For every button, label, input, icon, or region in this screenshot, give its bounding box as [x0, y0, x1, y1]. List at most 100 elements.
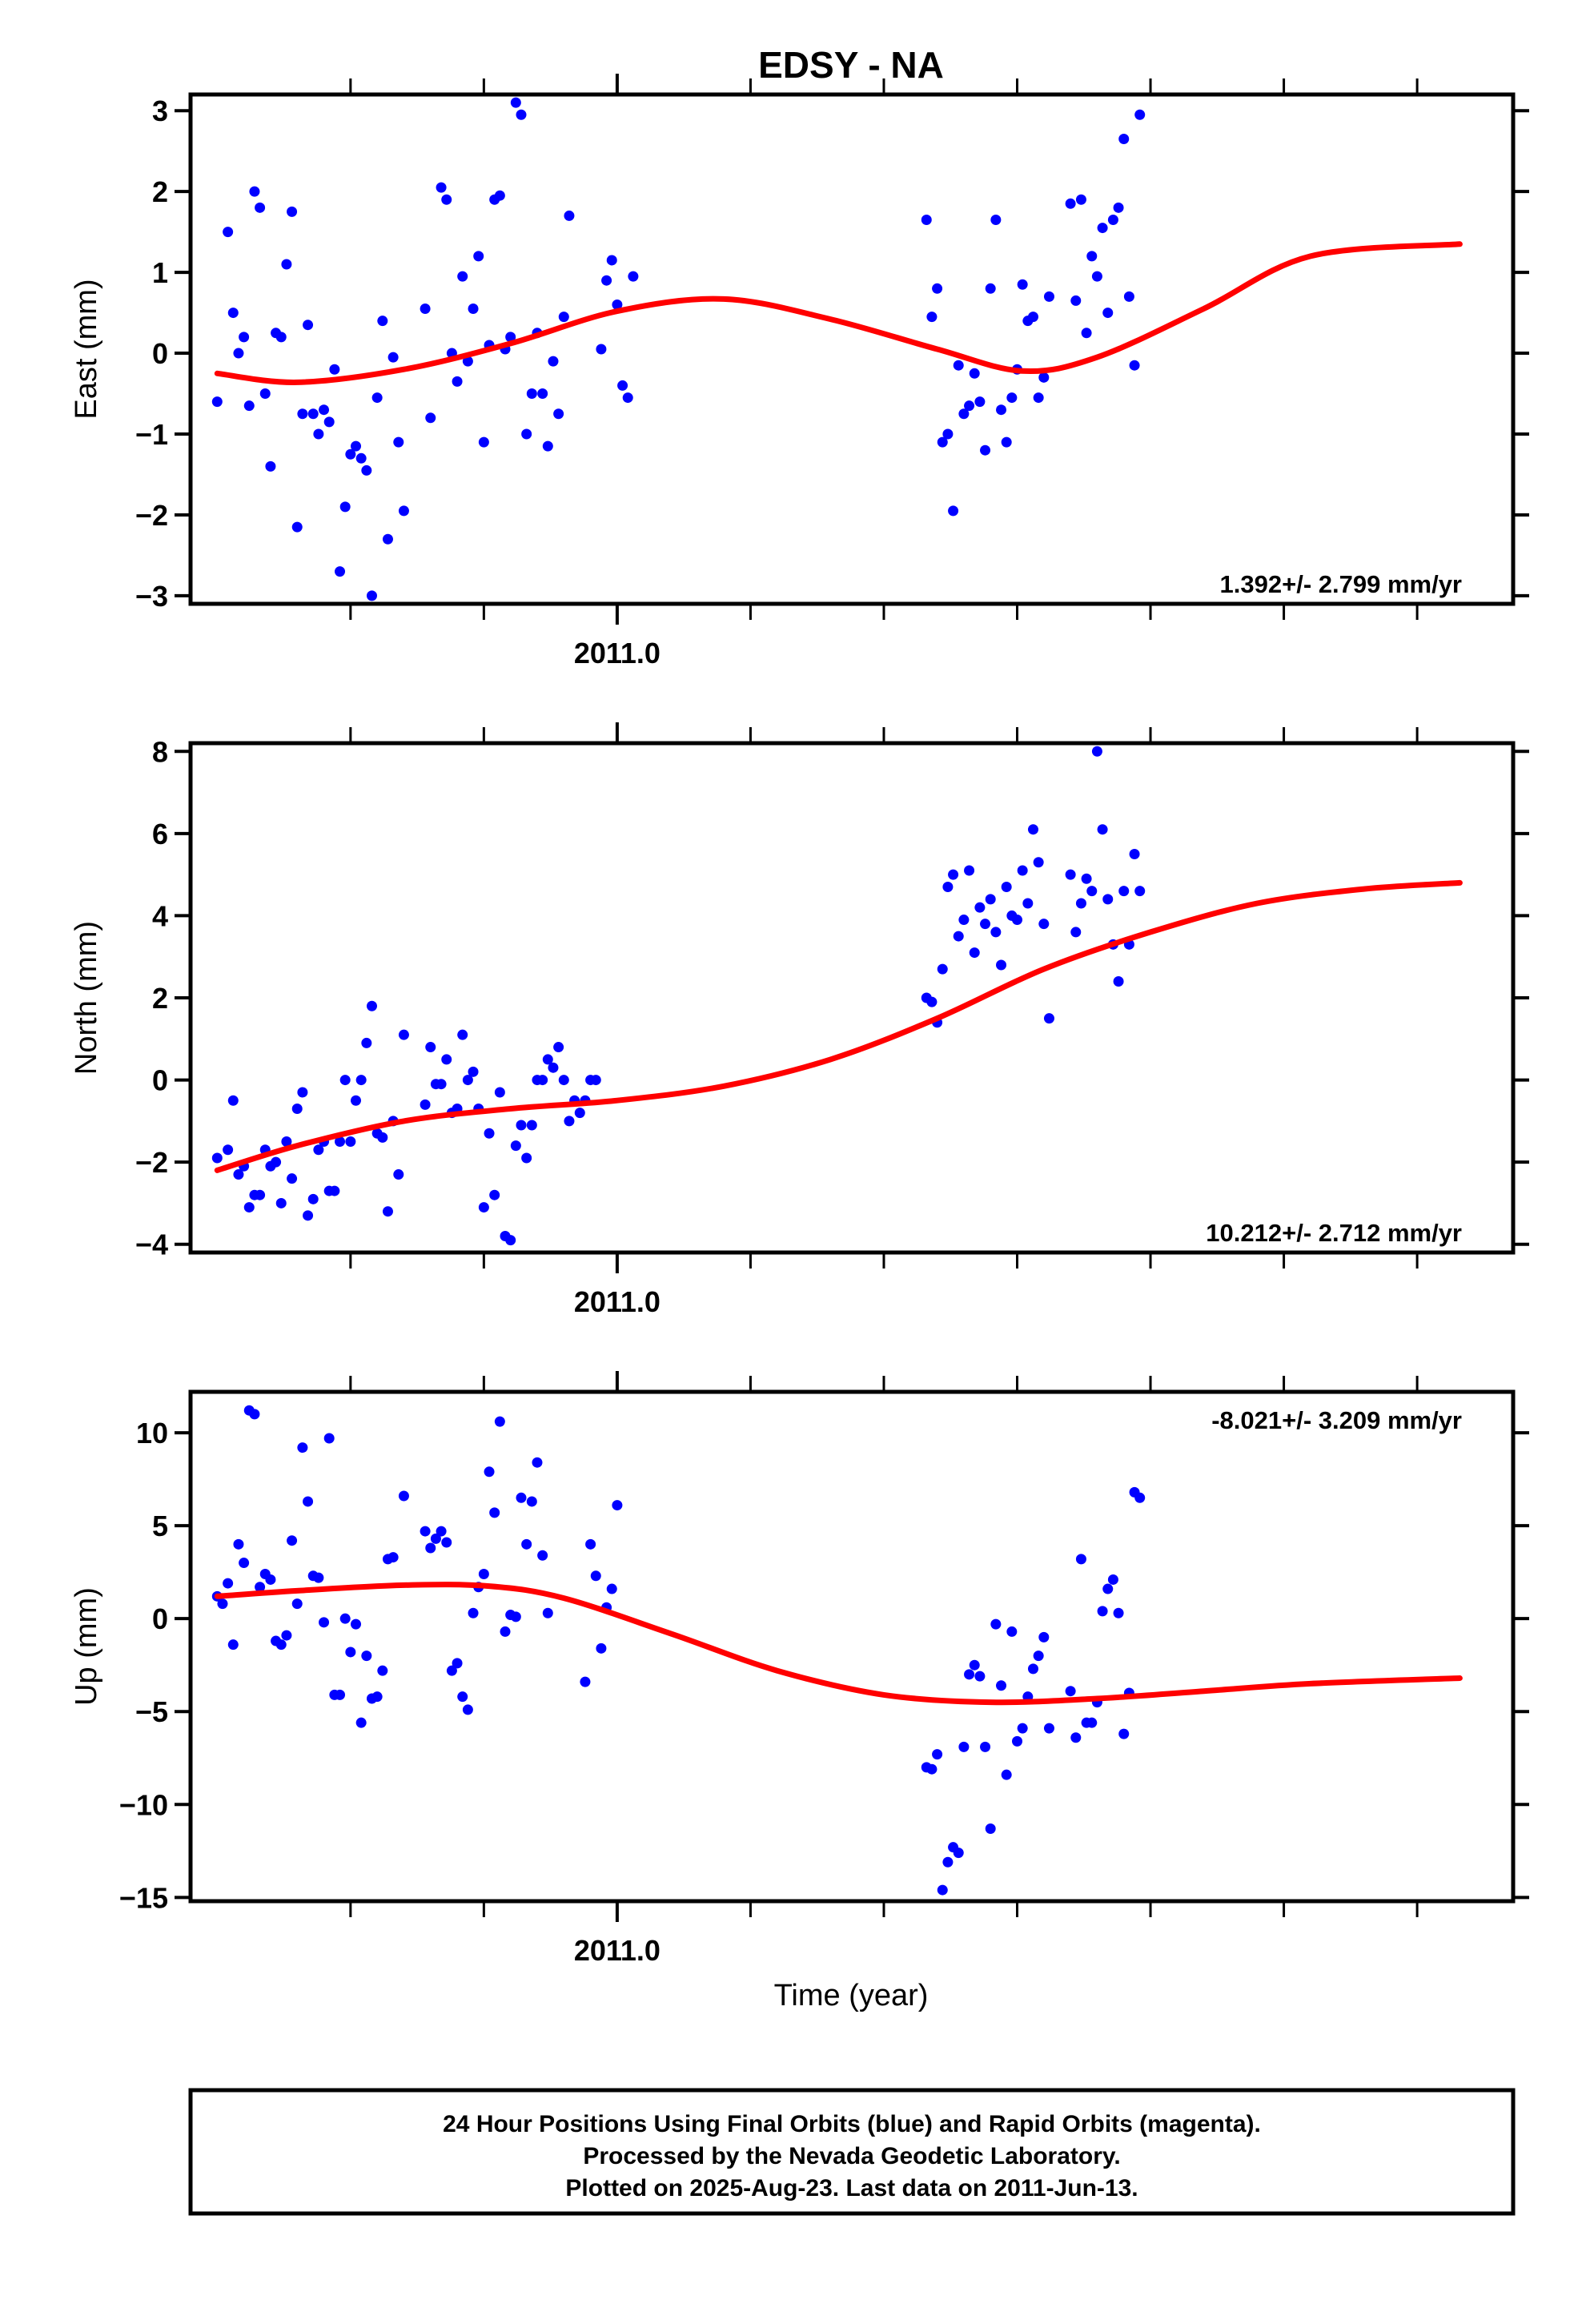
up-data-point [339, 1613, 351, 1624]
east-data-point [255, 202, 266, 213]
east-data-point [1070, 295, 1082, 306]
east-data-point [510, 97, 521, 108]
east-data-point [233, 348, 244, 359]
up-data-point [233, 1538, 244, 1550]
up-data-point [510, 1611, 521, 1622]
east-y-tick-label: 2 [152, 175, 168, 208]
up-data-point [313, 1572, 324, 1583]
up-data-point [303, 1496, 314, 1507]
north-data-point [990, 927, 1002, 938]
north-data-point [441, 1054, 452, 1065]
north-y-tick-label: 6 [152, 818, 168, 850]
east-data-point [335, 566, 346, 577]
east-data-point [601, 275, 612, 286]
east-data-point [313, 428, 324, 440]
east-data-point [227, 308, 239, 319]
up-data-point [953, 1848, 964, 1859]
north-data-point [516, 1120, 527, 1131]
up-data-point [275, 1639, 287, 1651]
up-data-point [526, 1496, 537, 1507]
east-x-tick-label: 2011.0 [574, 637, 661, 669]
east-data-point [606, 255, 617, 266]
north-data-point [361, 1037, 372, 1048]
east-y-axis-label: East (mm) [70, 279, 103, 419]
up-data-point [227, 1639, 239, 1651]
east-data-point [1086, 251, 1098, 262]
north-data-point [478, 1202, 489, 1213]
up-data-point [1001, 1769, 1012, 1780]
east-data-point [291, 521, 303, 533]
up-data-point [446, 1665, 457, 1676]
east-data-point [351, 440, 361, 452]
east-data-point [425, 412, 436, 424]
north-data-point [1102, 894, 1114, 905]
north-data-point [335, 1136, 346, 1148]
east-data-point [462, 356, 473, 367]
north-data-point [351, 1095, 361, 1106]
north-data-point [1097, 824, 1108, 835]
up-data-point [297, 1442, 308, 1454]
east-data-point [937, 436, 948, 448]
east-data-point [953, 360, 964, 371]
east-data-point [345, 448, 356, 460]
east-data-point [990, 214, 1002, 225]
east-data-point [526, 388, 537, 400]
up-data-point [1097, 1606, 1108, 1617]
east-data-point [1129, 360, 1140, 371]
north-data-point [223, 1144, 234, 1156]
east-y-tick-label: −3 [135, 580, 168, 613]
east-data-point [478, 436, 489, 448]
north-data-point [553, 1042, 564, 1053]
east-data-point [974, 396, 986, 408]
north-data-point [937, 963, 948, 975]
north-data-point [494, 1087, 505, 1098]
up-data-point [249, 1409, 260, 1420]
up-data-point [478, 1568, 489, 1579]
up-data-point [537, 1550, 548, 1561]
north-data-point [313, 1144, 324, 1156]
north-data-point [233, 1169, 244, 1180]
north-y-tick-label: −2 [135, 1146, 168, 1179]
up-data-point [265, 1574, 276, 1585]
north-y-tick-label: −4 [135, 1228, 168, 1261]
up-data-point [1102, 1583, 1114, 1594]
east-data-point [329, 364, 340, 375]
north-data-point [537, 1075, 548, 1086]
east-data-point [628, 271, 639, 282]
north-data-point [489, 1189, 500, 1200]
up-y-tick-label: 10 [136, 1417, 168, 1449]
up-data-point [1070, 1732, 1082, 1743]
up-data-point [420, 1526, 431, 1537]
east-data-point [420, 304, 431, 315]
up-data-point [937, 1884, 948, 1896]
north-data-point [1113, 975, 1124, 987]
east-data-point [969, 368, 980, 379]
up-data-point [926, 1763, 938, 1775]
east-data-point [942, 428, 954, 440]
east-data-point [996, 404, 1007, 416]
up-data-point [964, 1669, 975, 1680]
up-data-point [287, 1535, 298, 1546]
east-y-tick-label: 3 [152, 94, 168, 127]
east-data-point [436, 182, 447, 193]
up-data-point [585, 1538, 596, 1550]
up-y-tick-label: −5 [135, 1695, 168, 1728]
north-data-point [558, 1075, 569, 1086]
north-data-point [382, 1206, 393, 1217]
north-data-point [1134, 886, 1146, 897]
east-data-point [537, 388, 548, 400]
up-data-point [590, 1570, 601, 1582]
north-data-point [291, 1103, 303, 1114]
north-data-point [505, 1235, 516, 1246]
up-data-point [494, 1416, 505, 1427]
north-data-point [1043, 1013, 1054, 1024]
north-data-point [542, 1054, 553, 1065]
east-rate-label: 1.392+/- 2.799 mm/yr [1220, 570, 1462, 598]
east-data-point [505, 332, 516, 343]
north-data-point [366, 1000, 377, 1011]
up-y-axis-label: Up (mm) [70, 1587, 103, 1706]
north-data-point [425, 1042, 436, 1053]
east-data-point [1017, 279, 1028, 290]
east-data-point [366, 590, 377, 601]
east-data-point [1134, 109, 1146, 120]
